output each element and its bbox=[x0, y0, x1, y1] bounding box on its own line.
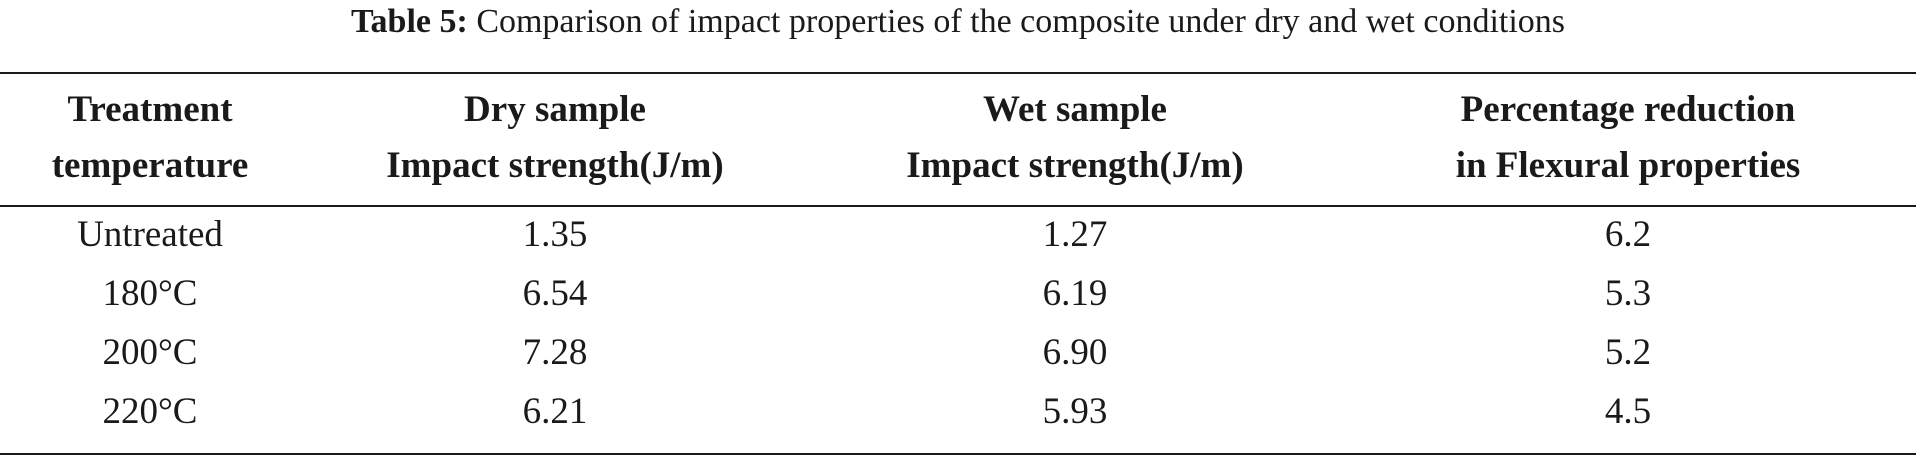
header-line: Percentage reduction bbox=[1460, 89, 1796, 130]
header-line: in Flexural properties bbox=[1455, 145, 1801, 186]
cell-percentage-reduction: 5.3 bbox=[1604, 273, 1652, 314]
cell-wet-impact: 6.19 bbox=[1042, 273, 1108, 314]
cell-percentage-reduction: 4.5 bbox=[1604, 391, 1652, 432]
table-row: 180°C 6.54 6.19 5.3 bbox=[0, 264, 1916, 323]
table-top-rule bbox=[0, 72, 1916, 74]
table-row: 220°C 6.21 5.93 4.5 bbox=[0, 382, 1916, 441]
cell-dry-impact: 1.35 bbox=[522, 214, 588, 255]
cell-wet-impact: 5.93 bbox=[1042, 391, 1108, 432]
table-header-row: Treatment temperature Dry sample Impact … bbox=[0, 74, 1916, 197]
table-header-rule bbox=[0, 205, 1916, 207]
cell-dry-impact: 6.54 bbox=[522, 273, 588, 314]
cell-dry-impact: 6.21 bbox=[522, 391, 588, 432]
table-caption-label: Table 5: bbox=[350, 3, 468, 40]
cell-wet-impact: 6.90 bbox=[1042, 332, 1108, 373]
cell-percentage-reduction: 6.2 bbox=[1604, 214, 1652, 255]
table-caption-text: Comparison of impact properties of the c… bbox=[476, 3, 1566, 40]
cell-wet-impact: 1.27 bbox=[1042, 214, 1108, 255]
header-line: Wet sample bbox=[983, 89, 1167, 130]
header-dry-sample: Dry sample Impact strength(J/m) bbox=[300, 74, 810, 197]
table-bottom-rule bbox=[0, 453, 1916, 455]
impact-properties-table: Treatment temperature Dry sample Impact … bbox=[0, 74, 1916, 441]
header-line: temperature bbox=[51, 145, 249, 186]
header-percentage-reduction: Percentage reduction in Flexural propert… bbox=[1340, 74, 1916, 197]
table-row: Untreated 1.35 1.27 6.2 bbox=[0, 197, 1916, 264]
table-caption: Table 5: Comparison of impact properties… bbox=[0, 2, 1916, 42]
cell-treatment: 220°C bbox=[102, 391, 198, 432]
cell-percentage-reduction: 5.2 bbox=[1604, 332, 1652, 373]
header-line: Treatment bbox=[67, 89, 233, 130]
header-wet-sample: Wet sample Impact strength(J/m) bbox=[810, 74, 1340, 197]
table-row: 200°C 7.28 6.90 5.2 bbox=[0, 323, 1916, 382]
header-line: Impact strength(J/m) bbox=[906, 145, 1244, 186]
cell-treatment: Untreated bbox=[77, 214, 223, 255]
header-treatment-temperature: Treatment temperature bbox=[0, 74, 300, 197]
header-line: Impact strength(J/m) bbox=[386, 145, 724, 186]
cell-dry-impact: 7.28 bbox=[522, 332, 588, 373]
cell-treatment: 200°C bbox=[102, 332, 198, 373]
header-line: Dry sample bbox=[464, 89, 646, 130]
cell-treatment: 180°C bbox=[102, 273, 198, 314]
